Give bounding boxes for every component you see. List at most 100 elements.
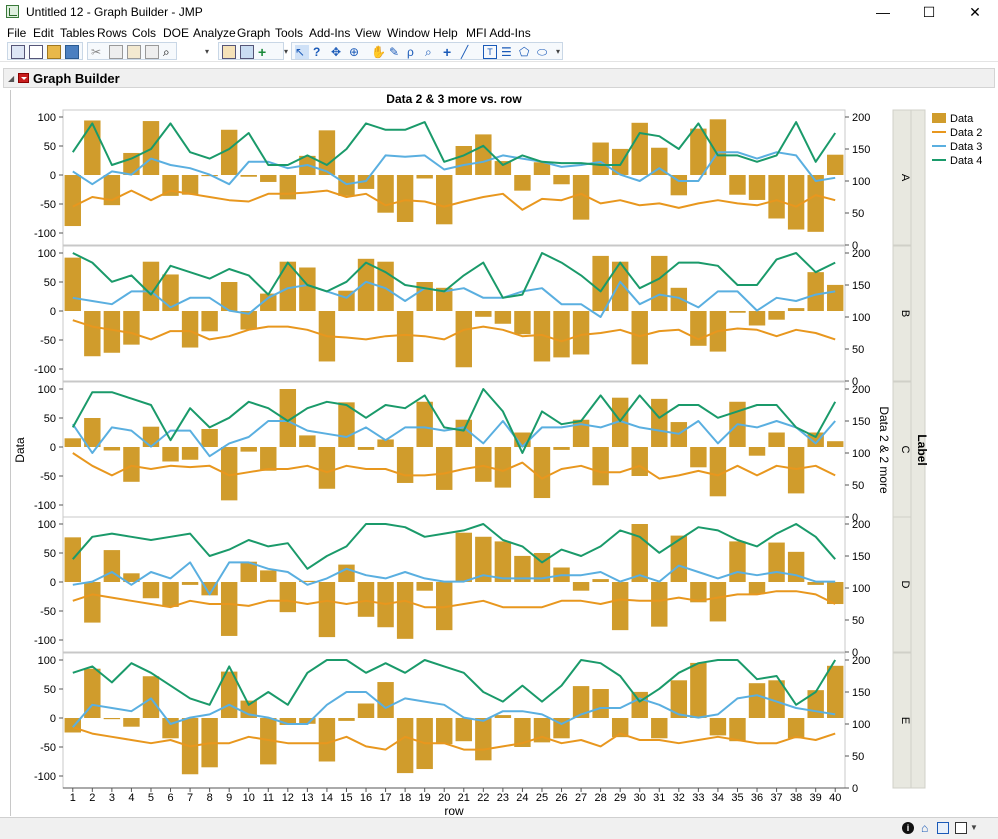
bar — [514, 311, 531, 335]
simple-shape-icon[interactable]: ⬭ — [537, 45, 548, 59]
menu-cols[interactable]: Cols — [132, 26, 157, 40]
new-script-icon[interactable] — [29, 45, 43, 59]
bar — [827, 582, 844, 605]
window-checkbox-icon[interactable] — [955, 822, 967, 834]
x-tick-label: 17 — [379, 792, 391, 804]
line-tool-icon[interactable]: ╱ — [461, 45, 469, 59]
bar — [572, 311, 590, 355]
toolbar-overflow-chevron-3[interactable]: ▾ — [556, 47, 561, 56]
bar — [318, 130, 336, 175]
graph-builder-icon[interactable] — [240, 45, 254, 59]
bar — [572, 686, 590, 718]
menu-doe[interactable]: DOE — [163, 26, 190, 40]
note-icon[interactable]: ☰ — [501, 45, 512, 59]
bar — [651, 398, 668, 447]
x-tick-label: 8 — [207, 792, 213, 804]
brush-tool-icon[interactable]: ✎ — [389, 45, 400, 59]
search-icon[interactable]: ⌕ — [163, 45, 170, 59]
bar — [494, 161, 512, 175]
data-table-icon[interactable] — [222, 45, 236, 59]
group-strip — [892, 245, 912, 382]
bar — [142, 676, 160, 718]
bar — [279, 582, 297, 613]
bar — [572, 419, 590, 447]
bar — [768, 542, 785, 582]
bar — [475, 718, 492, 761]
x-tick-label: 20 — [438, 792, 450, 804]
toolbar-overflow-chevron[interactable]: ▾ — [205, 47, 210, 56]
info-icon[interactable]: i — [902, 822, 914, 834]
x-tick-label: 10 — [243, 792, 255, 804]
collapse-icon[interactable]: ◢ — [8, 74, 15, 83]
new-data-table-icon[interactable] — [11, 45, 25, 59]
add-column-icon[interactable]: + — [258, 44, 267, 60]
bar — [181, 582, 199, 585]
tables-toolbar-group: + — [218, 42, 284, 60]
bar — [690, 311, 707, 346]
menu-rows[interactable]: Rows — [97, 26, 128, 40]
menu-analyze[interactable]: Analyze — [193, 26, 236, 40]
panel-frame — [62, 381, 846, 518]
red-triangle-menu-icon[interactable] — [18, 73, 29, 83]
bar — [123, 447, 140, 482]
plus-tool-icon[interactable]: + — [443, 44, 452, 60]
bar — [553, 447, 570, 450]
menu-graph[interactable]: Graph — [237, 26, 271, 40]
help-tool-icon[interactable]: ? — [313, 45, 321, 59]
bar — [436, 175, 453, 225]
bar — [142, 121, 160, 175]
arrow-tool-icon[interactable]: ↖ — [295, 45, 309, 59]
bar — [142, 261, 160, 311]
bar — [533, 553, 551, 582]
group-strip — [892, 652, 912, 789]
hand-tool-icon[interactable]: ✋ — [371, 45, 386, 59]
bar — [103, 447, 121, 451]
group-label-a: A — [899, 174, 911, 182]
bar — [338, 175, 355, 196]
menu-help[interactable]: Help — [433, 26, 458, 40]
paste-icon[interactable] — [127, 45, 141, 59]
window-list-icon[interactable] — [937, 822, 949, 834]
crosshair-tool-icon[interactable]: ⊕ — [349, 45, 360, 59]
bar — [142, 582, 160, 599]
menu-edit[interactable]: Edit — [33, 26, 54, 40]
menu-window[interactable]: Window — [387, 26, 430, 40]
copy-icon[interactable] — [109, 45, 123, 59]
bar — [201, 175, 218, 177]
lasso-tool-icon[interactable]: ρ — [407, 45, 414, 59]
close-button[interactable]: ✕ — [969, 4, 981, 20]
home-icon[interactable]: ⌂ — [921, 821, 929, 835]
menu-add-ins[interactable]: Add-Ins — [309, 26, 351, 40]
save-icon[interactable] — [65, 45, 79, 59]
bar — [631, 691, 648, 718]
right-y-tick-label: 0 — [852, 240, 858, 252]
magnifier-tool-icon[interactable]: ⌕ — [425, 45, 432, 59]
selection-tool-icon[interactable]: ✥ — [331, 45, 342, 59]
paste-special-icon[interactable] — [145, 45, 159, 59]
graph-builder-outline-header[interactable]: ◢ Graph Builder — [3, 68, 995, 88]
open-icon[interactable] — [47, 45, 61, 59]
menu-view[interactable]: View — [355, 26, 381, 40]
polygon-icon[interactable]: ⬠ — [519, 45, 530, 59]
bar — [494, 311, 512, 324]
status-dropdown-chevron[interactable]: ▼ — [970, 823, 978, 832]
menu-mfi-add-ins[interactable]: MFI Add-Ins — [466, 26, 531, 40]
menu-tables[interactable]: Tables — [60, 26, 95, 40]
menu-file[interactable]: File — [7, 26, 27, 40]
bar — [279, 175, 297, 200]
left-y-tick-label: -50 — [40, 335, 56, 347]
bar — [748, 447, 766, 456]
right-y-tick-label: 100 — [852, 583, 870, 595]
minimize-button[interactable]: — — [876, 4, 890, 20]
bar — [709, 119, 727, 175]
maximize-button[interactable]: ☐ — [922, 4, 936, 20]
menu-tools[interactable]: Tools — [275, 26, 304, 40]
x-tick-label: 30 — [634, 792, 646, 804]
cut-icon[interactable]: ✂ — [91, 45, 102, 59]
toolbar-overflow-chevron-2[interactable]: ▾ — [284, 47, 289, 56]
right-y-tick-label: 150 — [852, 551, 870, 563]
text-annotate-icon[interactable]: T — [483, 45, 497, 59]
bar — [690, 662, 707, 718]
bar — [299, 435, 316, 447]
